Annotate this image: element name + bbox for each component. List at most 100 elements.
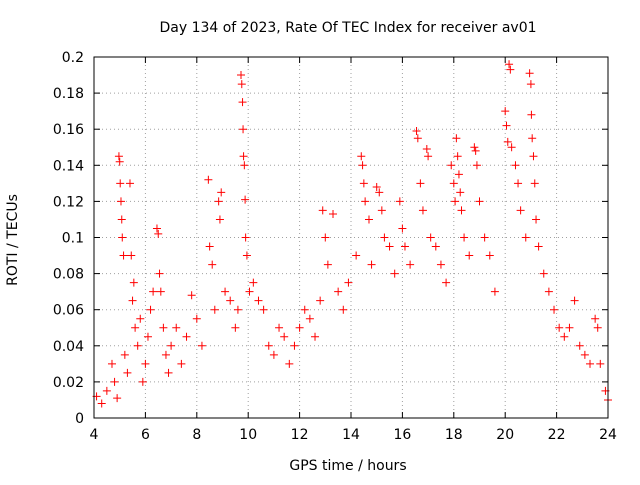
data-point xyxy=(580,350,589,359)
x-tick-label: 4 xyxy=(90,427,99,443)
data-point xyxy=(107,359,116,368)
data-point xyxy=(215,215,224,224)
y-tick-label: 0.1 xyxy=(62,231,84,247)
data-point xyxy=(321,233,330,242)
data-point xyxy=(128,296,137,305)
data-point xyxy=(357,152,366,161)
data-point xyxy=(359,179,368,188)
data-point xyxy=(155,269,164,278)
data-point xyxy=(221,287,230,296)
data-point xyxy=(480,233,489,242)
y-tick-label: 0.16 xyxy=(53,122,84,138)
data-point xyxy=(197,341,206,350)
data-point xyxy=(453,152,462,161)
data-point xyxy=(136,314,145,323)
data-point xyxy=(485,251,494,260)
data-point xyxy=(424,152,433,161)
data-point xyxy=(210,305,219,314)
data-point xyxy=(102,386,111,395)
data-point xyxy=(475,197,484,206)
y-tick-label: 0.08 xyxy=(53,267,84,283)
data-point xyxy=(436,260,445,269)
data-point xyxy=(416,179,425,188)
data-point xyxy=(555,323,564,332)
data-point xyxy=(217,188,226,197)
data-point xyxy=(115,157,124,166)
data-point xyxy=(344,278,353,287)
data-point xyxy=(395,197,404,206)
data-point xyxy=(452,134,461,143)
data-point xyxy=(329,210,338,219)
data-point xyxy=(116,197,125,206)
data-point xyxy=(377,206,386,215)
x-tick-label: 24 xyxy=(599,427,617,443)
data-point xyxy=(575,341,584,350)
data-point xyxy=(290,341,299,350)
data-point xyxy=(154,229,163,238)
data-point xyxy=(311,332,320,341)
data-point xyxy=(528,134,537,143)
data-point xyxy=(205,242,214,251)
data-point xyxy=(490,287,499,296)
data-point xyxy=(129,278,138,287)
data-point xyxy=(380,233,389,242)
data-point xyxy=(502,121,511,130)
data-point xyxy=(506,65,515,74)
data-point xyxy=(550,305,559,314)
data-point xyxy=(143,332,152,341)
data-point xyxy=(259,305,268,314)
data-point xyxy=(204,175,213,184)
x-tick-label: 14 xyxy=(342,427,360,443)
data-point xyxy=(117,215,126,224)
data-point xyxy=(460,233,469,242)
x-tick-label: 20 xyxy=(496,427,514,443)
data-point xyxy=(418,206,427,215)
data-point xyxy=(214,197,223,206)
data-point xyxy=(323,260,332,269)
data-point xyxy=(264,341,273,350)
grid-layer xyxy=(94,57,608,418)
data-point xyxy=(390,269,399,278)
data-point xyxy=(164,368,173,377)
x-axis-label: GPS time / hours xyxy=(289,458,406,474)
data-point xyxy=(226,296,235,305)
data-point xyxy=(305,314,314,323)
data-point xyxy=(521,233,530,242)
data-point xyxy=(526,80,535,89)
data-point xyxy=(138,377,147,386)
data-point xyxy=(172,323,181,332)
data-point xyxy=(529,152,538,161)
data-point xyxy=(245,287,254,296)
data-point xyxy=(334,287,343,296)
data-point xyxy=(449,179,458,188)
data-point xyxy=(367,260,376,269)
x-tick-label: 8 xyxy=(192,427,201,443)
data-point xyxy=(534,242,543,251)
data-point xyxy=(511,161,520,170)
data-point xyxy=(285,359,294,368)
x-tick-label: 16 xyxy=(393,427,411,443)
data-point xyxy=(192,314,201,323)
data-point xyxy=(187,291,196,300)
y-tick-label: 0.06 xyxy=(53,303,84,319)
y-tick-label: 0.04 xyxy=(53,339,84,355)
data-point xyxy=(400,242,409,251)
data-point xyxy=(560,332,569,341)
data-point xyxy=(457,206,466,215)
data-point xyxy=(237,71,246,80)
ticks-layer: 4 6 8 10 12 14 16 18 20 22 24 0 0.02 0.04 0.06 0.08 0.1 0… xyxy=(53,50,617,443)
data-point xyxy=(123,368,132,377)
x-tick-label: 22 xyxy=(548,427,566,443)
data-point xyxy=(501,107,510,116)
y-tick-label: 0.14 xyxy=(53,158,84,174)
data-point xyxy=(470,143,479,152)
data-point xyxy=(372,182,381,191)
data-point xyxy=(472,161,481,170)
data-point xyxy=(159,323,168,332)
data-point xyxy=(530,179,539,188)
data-point xyxy=(241,233,250,242)
data-point xyxy=(119,251,128,260)
